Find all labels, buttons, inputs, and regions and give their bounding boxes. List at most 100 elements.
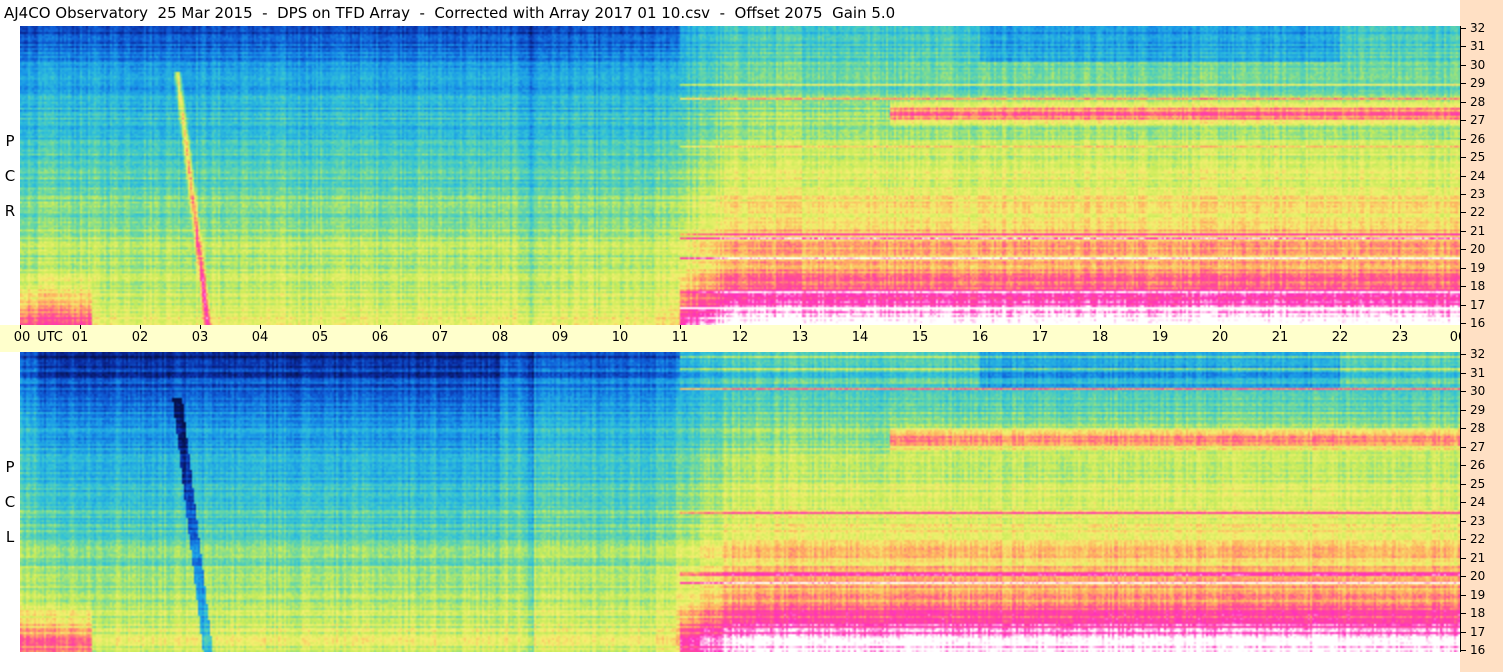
rcp-letter-c: C [4, 167, 16, 185]
frequency-tick-mark [1460, 193, 1466, 195]
time-axis-tick-mark [20, 325, 21, 329]
rcp-spectrogram [20, 26, 1460, 325]
time-axis-tick-mark [980, 325, 981, 329]
time-axis-tick-label: 11 [671, 330, 689, 345]
rcp-letter-p: P [5, 132, 15, 150]
frequency-tick-mark [1460, 372, 1466, 374]
time-axis-tick-label: 00 [13, 330, 31, 345]
frequency-axis-line [1460, 26, 1461, 652]
frequency-tick-label: 30 [1470, 57, 1486, 72]
frequency-tick-mark [1460, 46, 1466, 48]
time-axis-tick-mark [320, 325, 321, 329]
frequency-tick-label: 26 [1470, 458, 1486, 472]
time-axis-tick-label: 21 [1271, 330, 1289, 345]
time-axis-tick-mark [260, 325, 261, 329]
frequency-tick-mark [1460, 230, 1466, 232]
frequency-tick-mark [1460, 650, 1466, 651]
rcp-spectrogram-image [20, 26, 1460, 325]
time-axis-tick-mark [1160, 325, 1161, 329]
time-axis-tick-label: 19 [1151, 330, 1169, 345]
frequency-tick-mark [1460, 267, 1466, 269]
frequency-tick-mark [1460, 391, 1466, 392]
frequency-tick-mark [1460, 120, 1466, 122]
time-axis-tick-mark [1400, 325, 1401, 329]
frequency-tick-mark [1460, 539, 1466, 540]
frequency-tick-mark [1460, 594, 1466, 596]
frequency-tick-label: 16 [1470, 316, 1486, 330]
frequency-tick-label: 19 [1470, 587, 1486, 602]
time-axis-tick-mark [380, 325, 381, 329]
time-axis-utc-label: UTC [37, 330, 63, 345]
time-axis-tick-mark [1100, 325, 1101, 329]
frequency-tick-label: 31 [1470, 365, 1486, 380]
frequency-tick-label: 23 [1470, 186, 1486, 201]
time-axis-tick-label: 10 [611, 330, 629, 345]
time-axis-tick-label: 12 [731, 330, 749, 345]
time-axis-tick-mark [800, 325, 801, 329]
frequency-tick-label: 21 [1470, 550, 1486, 565]
frequency-tick-label: 16 [1470, 643, 1486, 657]
time-axis-tick-mark [1220, 325, 1221, 329]
frequency-tick-mark [1460, 446, 1466, 448]
frequency-tick-mark [1460, 286, 1466, 288]
time-axis-tick-label: 16 [971, 330, 989, 345]
time-axis-tick-mark [560, 325, 561, 329]
frequency-tick-label: 17 [1470, 297, 1486, 312]
time-axis-tick-mark [140, 325, 141, 329]
frequency-tick-mark [1460, 409, 1466, 411]
frequency-tick-label: 30 [1470, 384, 1486, 398]
time-axis-tick-label: 17 [1031, 330, 1049, 345]
lcp-letter-p: P [5, 458, 15, 476]
time-axis-tick-label: 01 [71, 330, 89, 345]
frequency-tick-mark [1460, 304, 1466, 306]
frequency-tick-mark [1460, 502, 1466, 503]
frequency-tick-mark [1460, 323, 1466, 324]
frequency-tick-label: 25 [1470, 150, 1486, 165]
frequency-tick-label: 23 [1470, 513, 1486, 528]
time-axis-tick-label: 06 [371, 330, 389, 345]
frequency-tick-mark [1460, 483, 1466, 485]
time-axis: 00 UTC 01 02 03 04 05 06 07 08 09 10 11 12 13 14 15 16 17 1… [0, 325, 1498, 352]
frequency-tick-mark [1460, 354, 1466, 355]
frequency-tick-label: 17 [1470, 624, 1486, 639]
frequency-tick-mark [1460, 428, 1466, 429]
frequency-tick-label: 27 [1470, 439, 1486, 454]
time-axis-tick-mark [1280, 325, 1281, 329]
time-axis-tick-label: 22 [1331, 330, 1349, 345]
frequency-tick-mark [1460, 557, 1466, 559]
frequency-tick-mark [1460, 138, 1466, 140]
frequency-tick-label: 29 [1470, 76, 1486, 91]
frequency-tick-mark [1460, 631, 1466, 633]
frequency-tick-mark [1460, 520, 1466, 522]
time-axis-tick-mark [440, 325, 441, 329]
lcp-spectrogram [20, 352, 1460, 652]
time-axis-tick-mark [860, 325, 861, 329]
frequency-tick-label: 22 [1470, 532, 1486, 546]
time-axis-tick-mark [500, 325, 501, 329]
time-axis-tick-label: 18 [1091, 330, 1109, 345]
time-axis-tick-label: 08 [491, 330, 509, 345]
time-axis-tick-mark [1040, 325, 1041, 329]
frequency-tick-label: 24 [1470, 495, 1486, 509]
time-axis-tick-label: 02 [131, 330, 149, 345]
frequency-tick-mark [1460, 157, 1466, 159]
frequency-tick-label: 29 [1470, 402, 1486, 417]
frequency-tick-mark [1460, 576, 1466, 577]
frequency-tick-label: 19 [1470, 260, 1486, 275]
time-axis-tick-mark [740, 325, 741, 329]
frequency-tick-label: 31 [1470, 39, 1486, 54]
time-axis-tick-label: 15 [911, 330, 929, 345]
frequency-tick-mark [1460, 175, 1466, 177]
frequency-tick-label: 18 [1470, 279, 1486, 294]
time-axis-tick-mark [1340, 325, 1341, 329]
time-axis-tick-label: 13 [791, 330, 809, 345]
frequency-tick-label: 20 [1470, 569, 1486, 583]
frequency-tick-mark [1460, 28, 1466, 29]
time-axis-tick-label: 03 [191, 330, 209, 345]
time-axis-tick-mark [80, 325, 81, 329]
frequency-tick-mark [1460, 613, 1466, 614]
frequency-tick-label: 20 [1470, 242, 1486, 257]
frequency-tick-label: 32 [1470, 21, 1486, 35]
frequency-tick-mark [1460, 64, 1466, 66]
time-axis-tick-label: 05 [311, 330, 329, 345]
